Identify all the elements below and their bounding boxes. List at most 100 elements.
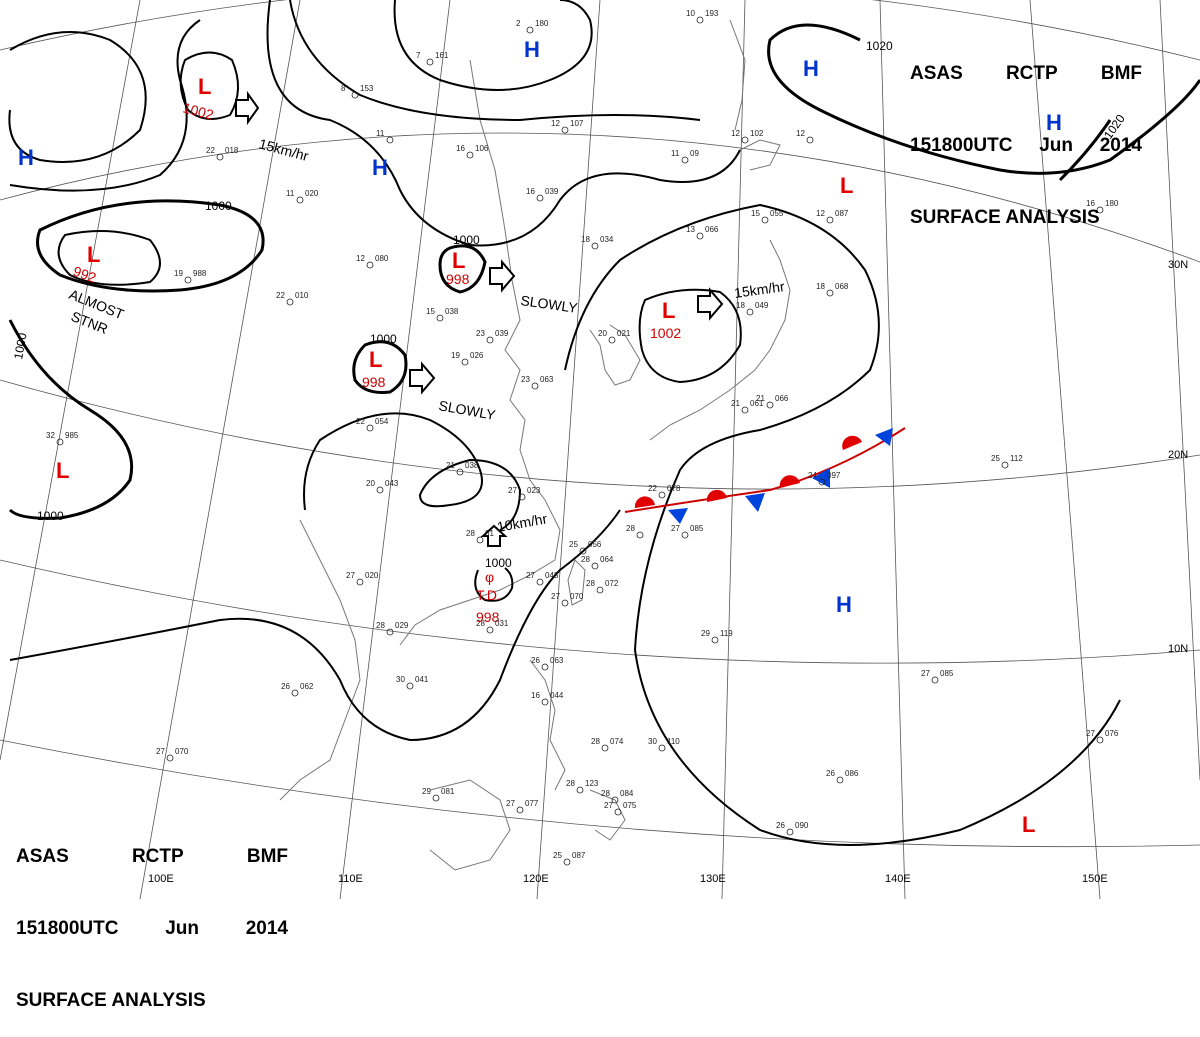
station-pressure-58: 074 (610, 737, 624, 746)
station-pressure-3: 153 (360, 84, 374, 93)
stationary-front (624, 427, 906, 524)
low-center-3: L (452, 248, 465, 273)
isobar-1002-low (179, 51, 239, 120)
map-background (0, 0, 1200, 899)
station-temp-9: 12 (796, 129, 805, 138)
station-marker-26 (608, 336, 616, 344)
lon-label-120e: 120E (523, 873, 549, 885)
station-marker-43 (591, 562, 599, 570)
high-center-4: H (803, 56, 819, 81)
isobar-1020-top (767, 23, 1200, 175)
cold-front-tooth-2 (745, 493, 765, 512)
station-pressure-16: 180 (1105, 199, 1119, 208)
station-pressure-39: 112 (1010, 454, 1023, 463)
station-32: 21 038 (446, 461, 479, 476)
station-60: 29 081 (422, 787, 455, 802)
station-temp-20: 19 (174, 269, 183, 278)
station-temp-48: 28 (476, 619, 485, 628)
station-temp-51: 30 (396, 675, 405, 684)
isobar-label-2: 1000 (453, 233, 480, 247)
station-marker-1 (696, 16, 704, 24)
station-pressure-51: 041 (415, 675, 429, 684)
station-pressure-45: 070 (570, 592, 584, 601)
station-20: 19 988 (174, 269, 207, 284)
station-48: 28 031 (476, 619, 509, 634)
parallel-20n (0, 379, 1200, 490)
meridians (0, 0, 1200, 899)
station-marker-39 (1001, 461, 1009, 469)
station-pressure-27: 049 (755, 301, 769, 310)
station-marker-42 (536, 578, 544, 586)
high-center-5: H (1046, 110, 1062, 135)
station-temp-10: 16 (526, 187, 535, 196)
cold-front-tooth-1 (668, 508, 688, 524)
station-57: 30 110 (648, 737, 680, 752)
station-temp-64: 26 (776, 821, 785, 830)
isobar-998-mid (438, 244, 487, 294)
station-pressure-60: 081 (441, 787, 455, 796)
station-marker-6 (561, 126, 569, 134)
station-marker-57 (658, 744, 666, 752)
station-temp-5: 16 (456, 144, 465, 153)
station-temp-21: 22 (276, 291, 285, 300)
station-temp-16: 16 (1086, 199, 1095, 208)
station-temp-22: 15 (426, 307, 435, 316)
station-15: 18 068 (816, 282, 849, 297)
isobar-west-band (9, 19, 201, 192)
footer-station: RCTP (131, 846, 184, 867)
station-62: 28 084 (601, 789, 634, 804)
parallel-0 (0, 739, 1200, 848)
station-pressure-18: 020 (305, 189, 319, 198)
station-42: 27 043 (526, 571, 559, 586)
motion-label-2: SLOWLY (520, 292, 580, 316)
coast-sakhalin (729, 19, 746, 131)
station-temp-1: 10 (686, 9, 695, 18)
station-temp-57: 30 (648, 737, 657, 746)
isobar-998-left (352, 340, 408, 394)
station-0: 2 180 (516, 19, 549, 34)
station-pressure-46: 020 (365, 571, 379, 580)
header-station: RCTP (1005, 63, 1058, 84)
station-temp-29: 21 (756, 394, 765, 403)
station-29: 21 066 (756, 394, 789, 409)
station-marker-30 (56, 438, 64, 446)
station-pressure-35: 078 (667, 484, 681, 493)
station-14: 12 087 (816, 209, 849, 224)
station-28: 21 061 (731, 399, 764, 414)
isobar-td-circle (474, 567, 514, 602)
station-10: 16 039 (526, 187, 559, 202)
station-pressure-29: 066 (775, 394, 789, 403)
footer-line-2: 151800UTC Jun 2014 (16, 917, 288, 941)
station-temp-38: 24 (808, 471, 817, 480)
station-temp-45: 27 (551, 592, 560, 601)
station-31: 22 054 (356, 417, 389, 432)
station-marker-35 (658, 491, 666, 499)
lon-label-100e: 100E (148, 873, 174, 885)
isobar-center-big (266, 0, 741, 247)
isobar-1000-west (36, 199, 265, 293)
high-center-1: H (524, 37, 540, 62)
station-pressure-25: 063 (540, 375, 554, 384)
lon-label-150e: 150E (1082, 873, 1108, 885)
station-temp-49: 29 (701, 629, 710, 638)
station-46: 27 020 (346, 571, 379, 586)
coast-indochina (279, 519, 361, 801)
station-pressure-48: 031 (495, 619, 509, 628)
header-top-right: ASAS RCTP BMF 151800UTC Jun 2014 SURFACE… (910, 14, 1142, 254)
station-56: 27 070 (156, 747, 189, 762)
isobar-nw-loop (393, 0, 593, 91)
station-pressure-15: 068 (835, 282, 849, 291)
station-pressure-43: 064 (600, 555, 614, 564)
station-temp-53: 27 (921, 669, 930, 678)
station-22: 15 038 (426, 307, 459, 322)
station-3: 8 153 (341, 84, 374, 99)
station-marker-53 (931, 676, 939, 684)
station-pressure-6: 107 (570, 119, 584, 128)
lat-label-10n: 10N (1168, 643, 1188, 655)
station-5: 16 106 (456, 144, 489, 159)
station-marker-31 (366, 424, 374, 432)
station-temp-59: 26 (826, 769, 835, 778)
motion-label-4: 15km/hr (733, 278, 786, 301)
station-pressure-36: 085 (690, 524, 704, 533)
